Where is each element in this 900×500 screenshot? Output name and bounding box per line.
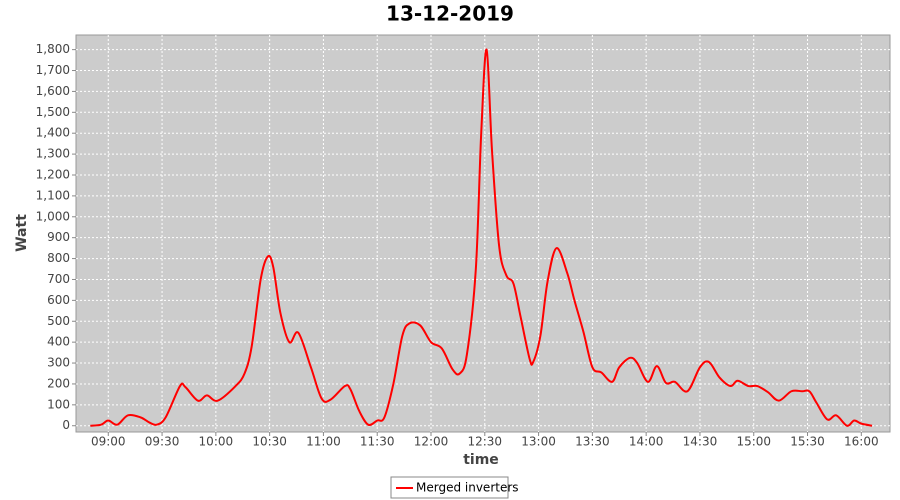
y-tick-label: 1,300	[36, 147, 70, 161]
y-tick-label: 800	[47, 251, 70, 265]
x-tick-label: 13:00	[521, 435, 556, 449]
x-tick-label: 13:30	[575, 435, 610, 449]
y-tick-label: 1,000	[36, 209, 70, 223]
chart-title: 13-12-2019	[386, 2, 514, 26]
legend-label: Merged inverters	[416, 481, 519, 495]
x-tick-label: 10:30	[252, 435, 287, 449]
x-tick-label: 11:30	[360, 435, 395, 449]
legend-box	[390, 476, 509, 499]
x-tick-label: 14:30	[683, 435, 718, 449]
y-tick-label: 0	[62, 418, 70, 432]
x-tick-label: 14:00	[629, 435, 664, 449]
y-tick-label: 1,100	[36, 188, 70, 202]
x-tick-label: 15:00	[736, 435, 771, 449]
x-tick-label: 12:30	[467, 435, 502, 449]
y-tick-label: 500	[47, 314, 70, 328]
y-tick-label: 200	[47, 376, 70, 390]
y-tick-label: 700	[47, 272, 70, 286]
x-tick-label: 10:00	[199, 435, 234, 449]
y-tick-label: 1,200	[36, 167, 70, 181]
x-tick-label: 09:30	[145, 435, 180, 449]
series-line	[90, 48, 873, 427]
x-tick-label: 11:00	[306, 435, 341, 449]
y-tick-label: 900	[47, 230, 70, 244]
x-tick-label: 16:00	[844, 435, 879, 449]
y-tick-label: 1,800	[36, 42, 70, 56]
y-tick-label: 600	[47, 293, 70, 307]
y-axis-label: Watt	[14, 214, 30, 252]
x-tick-label: 12:00	[414, 435, 449, 449]
y-tick-label: 1,700	[36, 63, 70, 77]
y-tick-label: 1,500	[36, 105, 70, 119]
y-tick-label: 400	[47, 335, 70, 349]
y-tick-label: 1,400	[36, 126, 70, 140]
x-tick-label: 15:30	[790, 435, 825, 449]
y-tick-label: 1,600	[36, 84, 70, 98]
x-tick-label: 09:00	[91, 435, 126, 449]
y-tick-label: 100	[47, 397, 70, 411]
y-tick-label: 300	[47, 356, 70, 370]
x-axis-label: time	[463, 452, 499, 468]
